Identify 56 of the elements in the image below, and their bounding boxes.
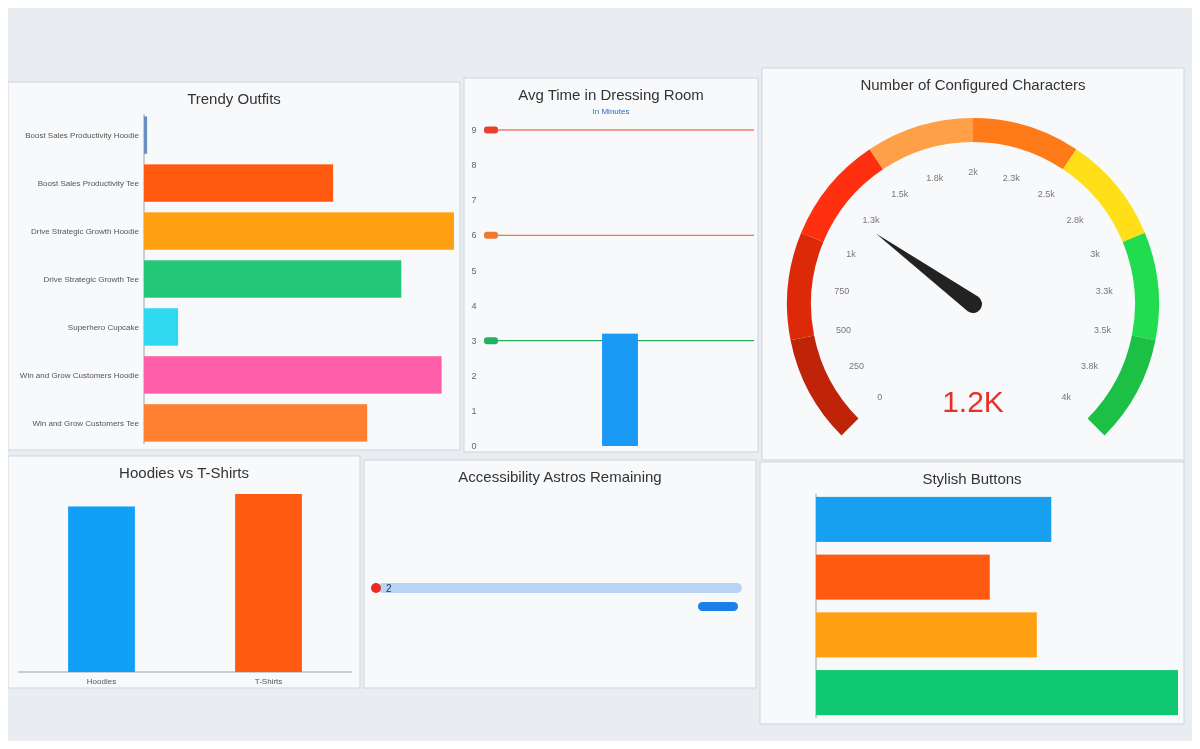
- bar: [816, 670, 1178, 716]
- text: 3.8k: [1080, 361, 1099, 372]
- y-tick-label: Boost Sales Productivity Tee: [37, 178, 140, 188]
- chart-title: Stylish Buttons: [922, 470, 1022, 487]
- text: 3k: [1090, 248, 1101, 259]
- text: 2.8k: [1066, 215, 1085, 226]
- chart-title: Trendy Outfits: [187, 90, 281, 107]
- x-tick-label: Hoodies: [86, 677, 117, 686]
- chart-title: Avg Time in Dressing Room: [518, 86, 704, 103]
- bar: [144, 356, 442, 394]
- bar: [144, 260, 402, 298]
- bar: [816, 554, 990, 600]
- bar: [816, 496, 1052, 542]
- chart-subtitle: In Minutes: [592, 107, 630, 116]
- y-tick-label: Drive Strategic Growth Tee: [43, 274, 140, 284]
- text: 500: [836, 324, 852, 335]
- y-tick-label: 6: [471, 230, 477, 241]
- y-tick-label: Win and Grow Customers Tee: [32, 418, 140, 428]
- text: 750: [834, 286, 850, 297]
- text: 2k: [968, 167, 979, 178]
- text: 1k: [846, 248, 857, 259]
- x-tick-label: T-Shirts: [254, 677, 283, 686]
- y-tick-label: 2: [471, 370, 477, 381]
- y-tick-label: 1: [471, 406, 477, 417]
- text: 250: [849, 361, 865, 372]
- text: 0: [877, 392, 883, 403]
- bar: [144, 404, 368, 442]
- text: 2.3k: [1002, 172, 1021, 183]
- y-tick-label: 0: [471, 441, 477, 452]
- text: Number of Configured Characters: [860, 76, 1086, 93]
- text: 1.5k: [891, 189, 909, 200]
- y-tick-label: 9: [471, 125, 477, 136]
- bar: [144, 164, 334, 202]
- y-tick-label: Drive Strategic Growth Hoodie: [30, 226, 140, 236]
- text: 3.3k: [1095, 286, 1114, 297]
- bar: [144, 308, 179, 346]
- text: Accessibility Astros Remaining: [458, 468, 662, 485]
- bar: [144, 116, 148, 154]
- y-tick-label: 7: [471, 195, 477, 206]
- bar: [816, 612, 1037, 658]
- y-tick-label: 4: [471, 300, 477, 311]
- y-tick-label: 8: [471, 160, 477, 171]
- y-tick-label: Win and Grow Customers Hoodie: [19, 370, 140, 380]
- text: 1.8k: [926, 172, 944, 183]
- text: 2: [386, 582, 392, 594]
- chart-title: Hoodies vs T-Shirts: [119, 464, 249, 481]
- text: 4k: [1061, 392, 1072, 403]
- y-tick-label: 3: [471, 335, 477, 346]
- y-tick-label: 5: [471, 265, 477, 276]
- y-tick-label: Boost Sales Productivity Hoodie: [25, 130, 140, 140]
- y-tick-label: Superhero Cupcake: [67, 322, 140, 332]
- text: 1.2K: [942, 385, 1004, 418]
- text: 1.3k: [862, 215, 880, 226]
- bar: [144, 212, 454, 250]
- text: 3.5k: [1093, 324, 1112, 335]
- text: 2.5k: [1037, 189, 1056, 200]
